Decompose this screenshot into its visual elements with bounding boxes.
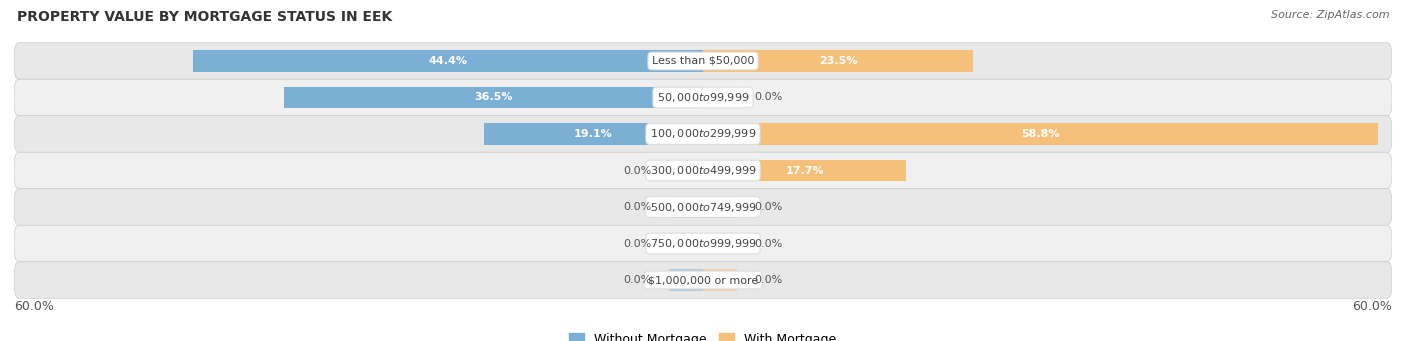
Bar [484,123,703,145]
Text: 0.0%: 0.0% [755,92,783,103]
Text: $50,000 to $99,999: $50,000 to $99,999 [657,91,749,104]
Legend: Without Mortgage, With Mortgage: Without Mortgage, With Mortgage [564,328,842,341]
Bar [703,123,1378,145]
Text: $500,000 to $749,999: $500,000 to $749,999 [650,201,756,213]
Text: Less than $50,000: Less than $50,000 [652,56,754,66]
Text: 60.0%: 60.0% [14,300,53,313]
Text: 0.0%: 0.0% [623,275,651,285]
Text: PROPERTY VALUE BY MORTGAGE STATUS IN EEK: PROPERTY VALUE BY MORTGAGE STATUS IN EEK [17,10,392,24]
Text: $300,000 to $499,999: $300,000 to $499,999 [650,164,756,177]
Bar [703,269,738,291]
Bar [284,87,703,108]
Bar [669,196,703,218]
Text: 0.0%: 0.0% [755,202,783,212]
Bar [703,196,738,218]
Text: 0.0%: 0.0% [623,238,651,249]
FancyBboxPatch shape [14,79,1392,116]
Bar [703,50,973,72]
FancyBboxPatch shape [14,43,1392,79]
Bar [703,233,738,254]
Bar [703,87,738,108]
Bar [669,269,703,291]
Bar [669,160,703,181]
Text: 0.0%: 0.0% [755,238,783,249]
Text: 44.4%: 44.4% [429,56,468,66]
Text: 58.8%: 58.8% [1021,129,1060,139]
FancyBboxPatch shape [14,116,1392,152]
FancyBboxPatch shape [14,262,1392,298]
Bar [193,50,703,72]
Bar [703,160,907,181]
Text: $750,000 to $999,999: $750,000 to $999,999 [650,237,756,250]
FancyBboxPatch shape [14,225,1392,262]
Text: 0.0%: 0.0% [755,275,783,285]
FancyBboxPatch shape [14,189,1392,225]
Text: 19.1%: 19.1% [574,129,613,139]
Text: 36.5%: 36.5% [474,92,513,103]
Text: 60.0%: 60.0% [1353,300,1392,313]
Text: 0.0%: 0.0% [623,202,651,212]
Text: 0.0%: 0.0% [623,165,651,176]
Text: 17.7%: 17.7% [786,165,824,176]
FancyBboxPatch shape [14,152,1392,189]
Text: $1,000,000 or more: $1,000,000 or more [648,275,758,285]
Text: Source: ZipAtlas.com: Source: ZipAtlas.com [1271,10,1389,20]
Text: $100,000 to $299,999: $100,000 to $299,999 [650,128,756,140]
Bar [669,233,703,254]
Text: 23.5%: 23.5% [818,56,858,66]
